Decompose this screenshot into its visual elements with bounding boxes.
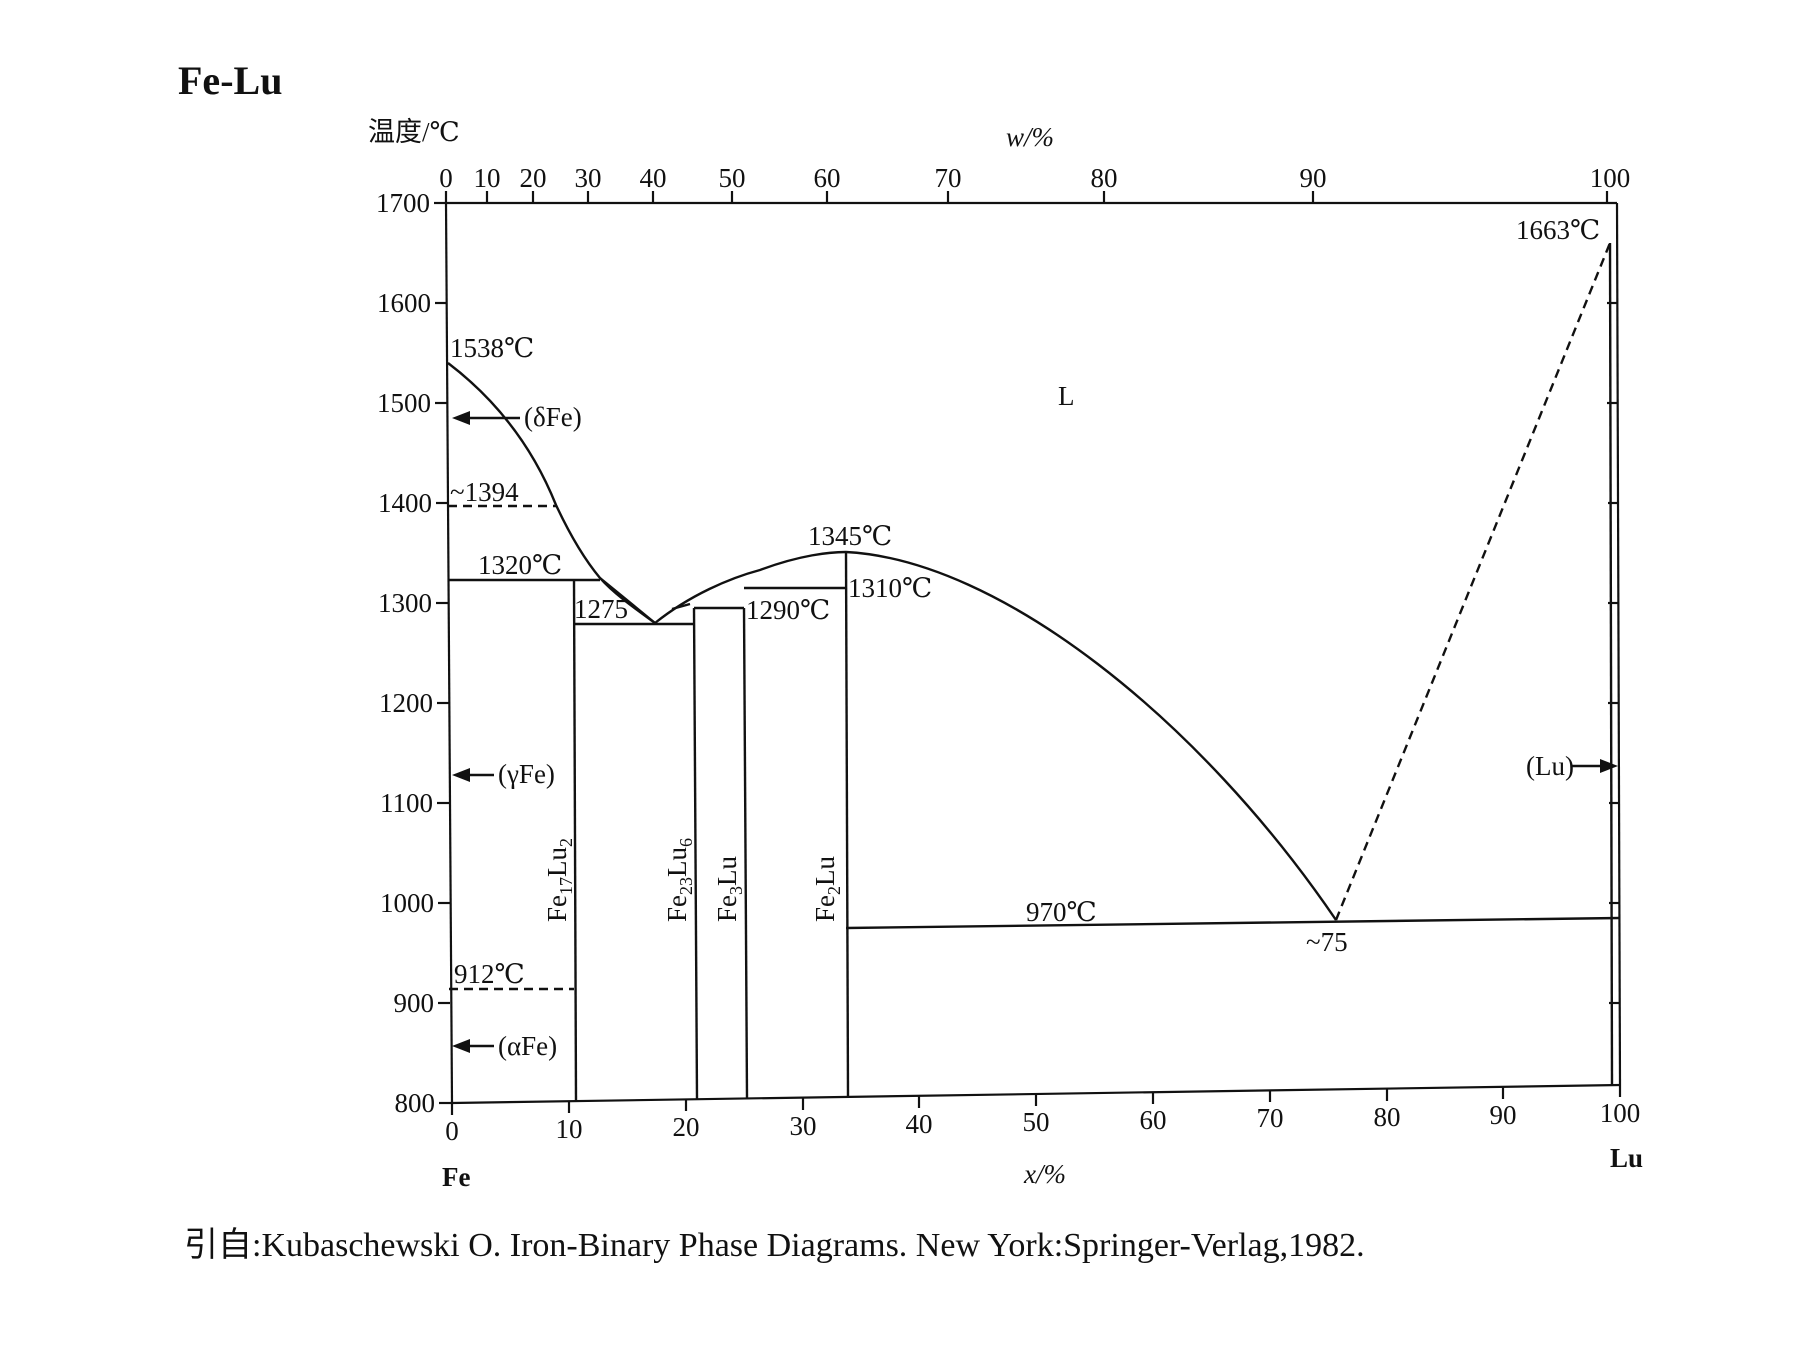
label-912: 912℃: [454, 959, 525, 989]
y-tick-label: 1200: [379, 688, 433, 718]
diagram-title: Fe-Lu: [178, 58, 282, 103]
element-lu-label: Lu: [1610, 1143, 1643, 1173]
top-tick-label: 80: [1091, 163, 1118, 193]
lu-liquidus-dome: [845, 550, 1337, 921]
source-citation: 引自:Kubaschewski O. Iron-Binary Phase Dia…: [184, 1226, 1365, 1264]
bottom-axis-label: x/%: [1023, 1159, 1066, 1189]
top-tick-label: 60: [814, 163, 841, 193]
top-tick-label: 0: [439, 163, 453, 193]
x-tick-label: 70: [1257, 1103, 1284, 1133]
liquidus-segment: [599, 577, 656, 624]
lu-phase-label: (Lu): [1526, 751, 1574, 781]
x-tick-label: 90: [1490, 1100, 1517, 1130]
fe17lu2-line: [572, 579, 578, 1102]
gamma-fe-arrowhead: [452, 768, 470, 782]
x-tick-label: 0: [445, 1116, 459, 1146]
top-axis-label: w/%: [1006, 122, 1054, 152]
y-tick-label: 1400: [378, 488, 432, 518]
diagram-labels: L (δFe) (γFe) (αFe) (Lu) 1538℃ ~1394 132…: [450, 215, 1600, 1061]
lu-liquidus-dashed: [1334, 242, 1612, 921]
y-ticks: 1700 1600 1500 1400 1300 1200 1100 1000 …: [376, 188, 451, 1118]
x-tick-label: 50: [1023, 1107, 1050, 1137]
y-tick-label: 1600: [377, 288, 431, 318]
top-tick-label: 40: [640, 163, 667, 193]
label-970: 970℃: [1026, 897, 1097, 927]
x-tick-label: 80: [1374, 1102, 1401, 1132]
fe2lu-line: [844, 551, 850, 1098]
top-tick-label: 20: [520, 163, 547, 193]
compound-fe3lu: Fe3Lu: [712, 856, 746, 922]
fe-liquidus-curve: [447, 362, 656, 624]
compound-fe23lu6: Fe23Lu6: [662, 838, 696, 922]
gamma-fe-label: (γFe): [498, 759, 555, 789]
x-tick-label: 10: [556, 1114, 583, 1144]
label-1290: 1290℃: [746, 595, 830, 625]
top-tick-label: 100: [1590, 163, 1631, 193]
compound-fe17lu2: Fe17Lu2: [542, 838, 576, 922]
label-1663: 1663℃: [1516, 215, 1600, 245]
y-tick-label: 1500: [377, 388, 431, 418]
label-1538: 1538℃: [450, 333, 534, 363]
label-1275: 1275: [574, 594, 628, 624]
x-tick-label: 100: [1600, 1098, 1641, 1128]
y-tick-label: 800: [395, 1088, 436, 1118]
phase-boundaries: [447, 242, 1621, 1102]
delta-fe-label: (δFe): [524, 402, 582, 432]
top-tick-label: 90: [1300, 163, 1327, 193]
fe23lu6-liquidus: [671, 602, 691, 611]
label-1310: 1310℃: [848, 573, 932, 603]
lu-solidus-line: [1608, 242, 1614, 1086]
y-tick-label: 1000: [380, 888, 434, 918]
x-tick-label: 30: [790, 1111, 817, 1141]
compound-labels: Fe17Lu2 Fe23Lu6 Fe3Lu Fe2Lu: [542, 838, 844, 922]
liquidus-rise: [654, 550, 847, 624]
x-tick-label: 40: [906, 1109, 933, 1139]
top-tick-label: 10: [474, 163, 501, 193]
left-axis-line: [444, 202, 454, 1104]
fe23lu6-line: [692, 607, 699, 1100]
alpha-fe-label: (αFe): [498, 1031, 557, 1061]
fe3lu-line: [742, 607, 749, 1099]
y-tick-label: 1300: [378, 588, 432, 618]
y-tick-label: 1100: [380, 788, 433, 818]
isotherm-970: [845, 916, 1621, 930]
label-1320: 1320℃: [478, 550, 562, 580]
top-tick-label: 50: [719, 163, 746, 193]
top-ticks: 0 10 20 30 40 50 60 70 80 90 100: [439, 163, 1630, 203]
bottom-ticks: 0 10 20 30 40 50 60 70 80 90 100: [445, 1085, 1640, 1146]
alpha-fe-arrowhead: [452, 1039, 470, 1053]
lu-arrowhead: [1600, 759, 1618, 773]
y-tick-label: 900: [394, 988, 435, 1018]
y-axis-label: 温度/℃: [368, 117, 460, 147]
x-tick-label: 20: [673, 1112, 700, 1142]
x-tick-label: 60: [1140, 1105, 1167, 1135]
compound-fe2lu: Fe2Lu: [810, 856, 844, 922]
delta-fe-arrowhead: [452, 411, 470, 425]
phase-arrows: [452, 411, 1618, 1053]
right-axis-line: [1615, 202, 1622, 1086]
label-1394: ~1394: [450, 477, 519, 507]
label-eutectic-75: ~75: [1306, 927, 1348, 957]
top-tick-label: 30: [575, 163, 602, 193]
y-tick-label: 1700: [376, 188, 430, 218]
liquid-region-label: L: [1058, 381, 1075, 411]
element-fe-label: Fe: [442, 1162, 470, 1192]
label-1345: 1345℃: [808, 521, 892, 551]
top-tick-label: 70: [935, 163, 962, 193]
